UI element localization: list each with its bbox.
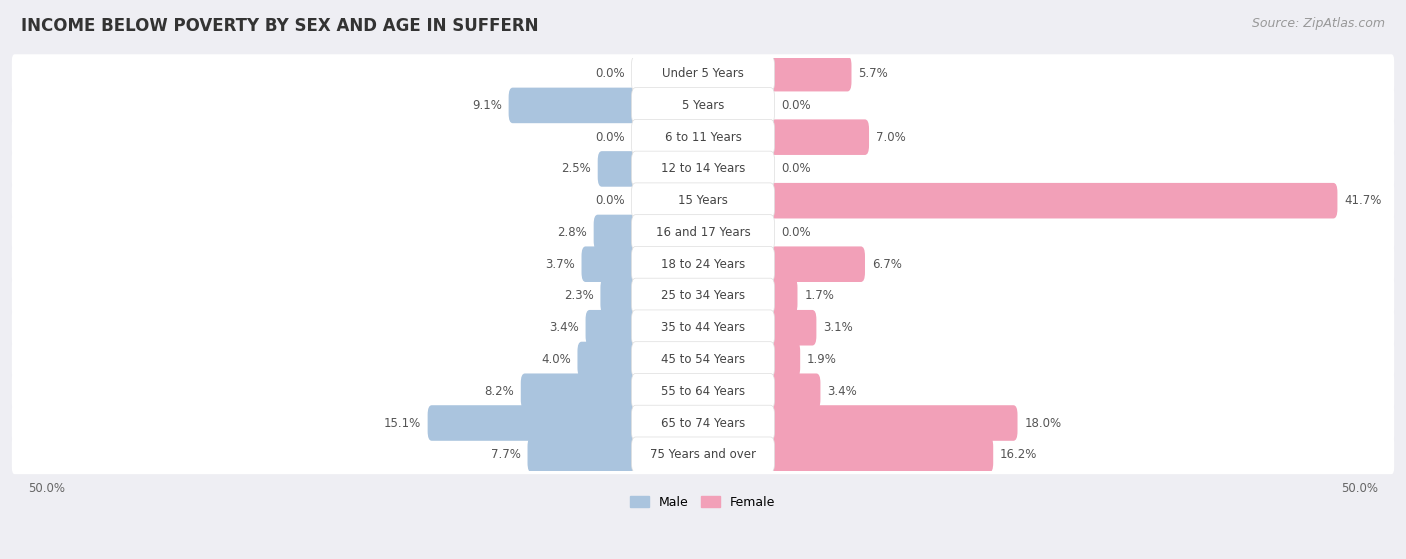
- FancyBboxPatch shape: [631, 247, 775, 282]
- Text: 6.7%: 6.7%: [872, 258, 901, 271]
- Text: Source: ZipAtlas.com: Source: ZipAtlas.com: [1251, 17, 1385, 30]
- FancyBboxPatch shape: [766, 56, 852, 92]
- FancyBboxPatch shape: [766, 342, 800, 377]
- FancyBboxPatch shape: [631, 278, 775, 314]
- FancyBboxPatch shape: [766, 183, 1337, 219]
- FancyBboxPatch shape: [631, 310, 775, 345]
- Text: 3.1%: 3.1%: [823, 321, 853, 334]
- Text: 55 to 64 Years: 55 to 64 Years: [661, 385, 745, 398]
- FancyBboxPatch shape: [11, 213, 1395, 252]
- Text: 16 and 17 Years: 16 and 17 Years: [655, 226, 751, 239]
- FancyBboxPatch shape: [766, 405, 1018, 441]
- FancyBboxPatch shape: [11, 340, 1395, 379]
- FancyBboxPatch shape: [600, 278, 640, 314]
- Text: 1.9%: 1.9%: [807, 353, 837, 366]
- FancyBboxPatch shape: [631, 373, 775, 409]
- FancyBboxPatch shape: [631, 56, 775, 92]
- Text: 3.7%: 3.7%: [546, 258, 575, 271]
- Text: 12 to 14 Years: 12 to 14 Years: [661, 163, 745, 176]
- FancyBboxPatch shape: [427, 405, 640, 441]
- Text: 0.0%: 0.0%: [595, 131, 624, 144]
- Text: 35 to 44 Years: 35 to 44 Years: [661, 321, 745, 334]
- Text: 16.2%: 16.2%: [1000, 448, 1038, 461]
- FancyBboxPatch shape: [11, 86, 1395, 125]
- FancyBboxPatch shape: [766, 373, 821, 409]
- Text: 8.2%: 8.2%: [484, 385, 515, 398]
- FancyBboxPatch shape: [631, 215, 775, 250]
- Text: 3.4%: 3.4%: [827, 385, 856, 398]
- FancyBboxPatch shape: [11, 277, 1395, 315]
- Text: 0.0%: 0.0%: [595, 67, 624, 80]
- Text: 2.5%: 2.5%: [561, 163, 591, 176]
- FancyBboxPatch shape: [766, 120, 869, 155]
- FancyBboxPatch shape: [11, 372, 1395, 411]
- Text: 7.0%: 7.0%: [876, 131, 905, 144]
- Text: 0.0%: 0.0%: [782, 163, 811, 176]
- FancyBboxPatch shape: [631, 342, 775, 377]
- Text: 1.7%: 1.7%: [804, 290, 834, 302]
- FancyBboxPatch shape: [11, 435, 1395, 474]
- Text: 4.0%: 4.0%: [541, 353, 571, 366]
- FancyBboxPatch shape: [766, 247, 865, 282]
- FancyBboxPatch shape: [520, 373, 640, 409]
- Text: 9.1%: 9.1%: [472, 99, 502, 112]
- FancyBboxPatch shape: [766, 278, 797, 314]
- Text: 0.0%: 0.0%: [782, 99, 811, 112]
- Text: 15 Years: 15 Years: [678, 194, 728, 207]
- Text: 45 to 54 Years: 45 to 54 Years: [661, 353, 745, 366]
- Text: 5.7%: 5.7%: [858, 67, 889, 80]
- FancyBboxPatch shape: [578, 342, 640, 377]
- Text: 18 to 24 Years: 18 to 24 Years: [661, 258, 745, 271]
- Text: 2.8%: 2.8%: [557, 226, 586, 239]
- FancyBboxPatch shape: [11, 118, 1395, 157]
- FancyBboxPatch shape: [631, 120, 775, 155]
- Text: 6 to 11 Years: 6 to 11 Years: [665, 131, 741, 144]
- FancyBboxPatch shape: [585, 310, 640, 345]
- Text: 0.0%: 0.0%: [782, 226, 811, 239]
- FancyBboxPatch shape: [11, 181, 1395, 220]
- Text: 3.4%: 3.4%: [550, 321, 579, 334]
- FancyBboxPatch shape: [582, 247, 640, 282]
- FancyBboxPatch shape: [11, 150, 1395, 188]
- FancyBboxPatch shape: [11, 245, 1395, 283]
- Text: 75 Years and over: 75 Years and over: [650, 448, 756, 461]
- FancyBboxPatch shape: [631, 151, 775, 187]
- Text: 5 Years: 5 Years: [682, 99, 724, 112]
- FancyBboxPatch shape: [631, 437, 775, 472]
- FancyBboxPatch shape: [509, 88, 640, 123]
- Legend: Male, Female: Male, Female: [626, 491, 780, 514]
- Text: 65 to 74 Years: 65 to 74 Years: [661, 416, 745, 429]
- Text: 7.7%: 7.7%: [491, 448, 520, 461]
- Text: 50.0%: 50.0%: [28, 482, 65, 495]
- FancyBboxPatch shape: [766, 437, 993, 472]
- FancyBboxPatch shape: [631, 183, 775, 219]
- Text: 0.0%: 0.0%: [595, 194, 624, 207]
- Text: 2.3%: 2.3%: [564, 290, 593, 302]
- Text: 15.1%: 15.1%: [384, 416, 420, 429]
- FancyBboxPatch shape: [11, 404, 1395, 442]
- Text: INCOME BELOW POVERTY BY SEX AND AGE IN SUFFERN: INCOME BELOW POVERTY BY SEX AND AGE IN S…: [21, 17, 538, 35]
- FancyBboxPatch shape: [598, 151, 640, 187]
- Text: 50.0%: 50.0%: [1341, 482, 1378, 495]
- FancyBboxPatch shape: [11, 54, 1395, 93]
- Text: 25 to 34 Years: 25 to 34 Years: [661, 290, 745, 302]
- FancyBboxPatch shape: [766, 310, 817, 345]
- FancyBboxPatch shape: [593, 215, 640, 250]
- FancyBboxPatch shape: [11, 309, 1395, 347]
- FancyBboxPatch shape: [631, 405, 775, 441]
- Text: Under 5 Years: Under 5 Years: [662, 67, 744, 80]
- Text: 18.0%: 18.0%: [1024, 416, 1062, 429]
- Text: 41.7%: 41.7%: [1344, 194, 1382, 207]
- FancyBboxPatch shape: [527, 437, 640, 472]
- FancyBboxPatch shape: [631, 88, 775, 123]
